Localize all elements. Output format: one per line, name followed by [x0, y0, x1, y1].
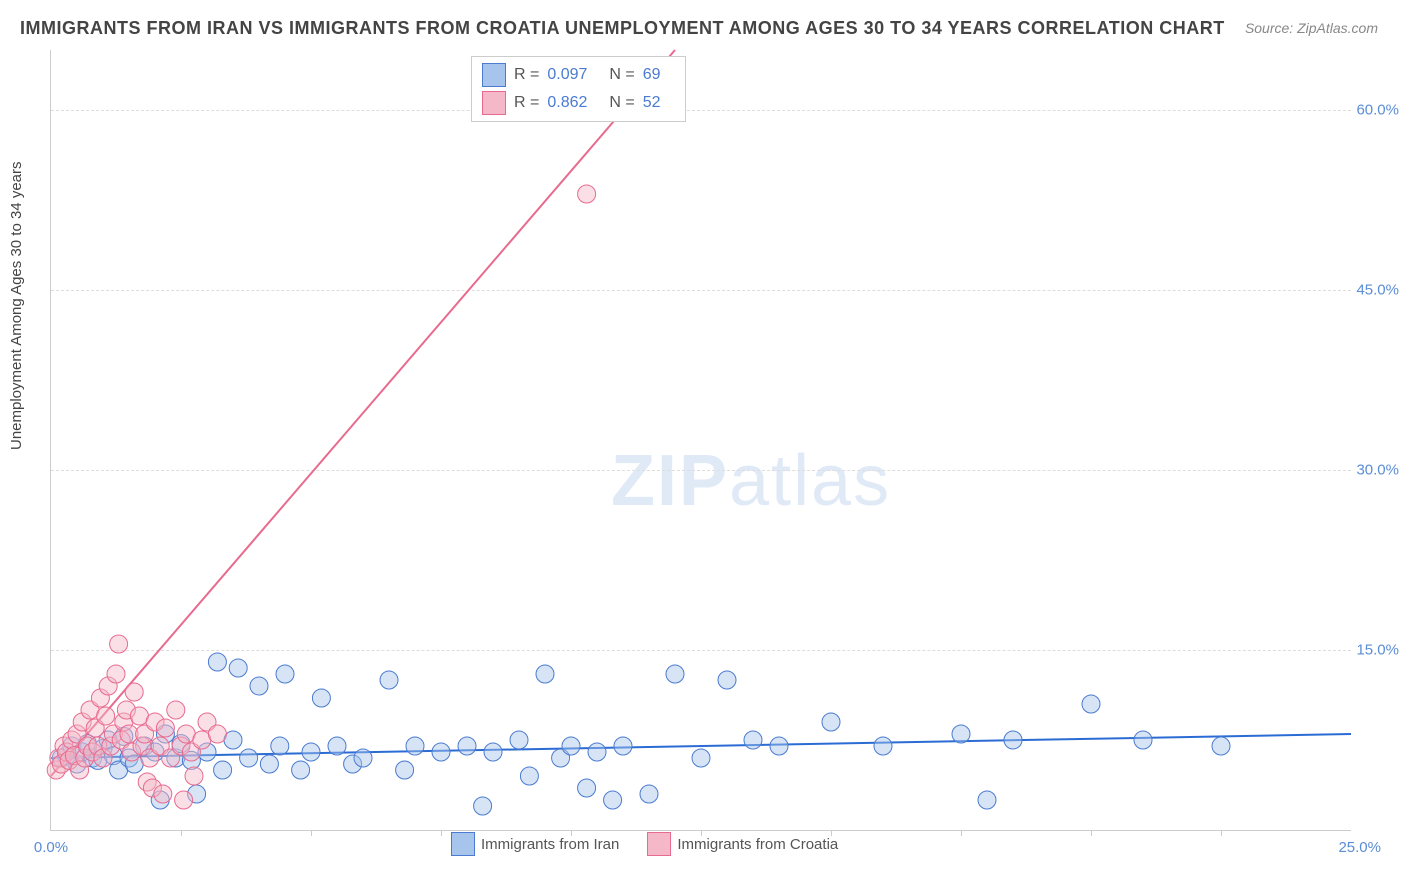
trend-line [51, 50, 675, 776]
xtick [961, 830, 962, 836]
data-point [292, 761, 310, 779]
swatch-croatia [482, 91, 506, 115]
xtick [571, 830, 572, 836]
data-point [822, 713, 840, 731]
data-point [1082, 695, 1100, 713]
data-point [614, 737, 632, 755]
data-point [302, 743, 320, 761]
n-label: N = [609, 94, 634, 112]
swatch-iran-bottom [451, 832, 475, 856]
data-point [167, 701, 185, 719]
data-point [107, 665, 125, 683]
r-value-croatia: 0.862 [547, 94, 587, 112]
data-point [604, 791, 622, 809]
data-point [185, 767, 203, 785]
data-point [640, 785, 658, 803]
data-point [718, 671, 736, 689]
xtick [441, 830, 442, 836]
data-point [250, 677, 268, 695]
data-point [156, 719, 174, 737]
data-point [380, 671, 398, 689]
data-point [588, 743, 606, 761]
data-point [874, 737, 892, 755]
data-point [520, 767, 538, 785]
data-point [208, 653, 226, 671]
data-point [154, 785, 172, 803]
data-point [97, 707, 115, 725]
xtick-label-lo: 0.0% [34, 839, 68, 856]
data-point [666, 665, 684, 683]
data-point [578, 779, 596, 797]
data-point [328, 737, 346, 755]
data-point [578, 185, 596, 203]
data-point [240, 749, 258, 767]
legend-stats-row-iran: R = 0.097 N = 69 [482, 61, 675, 89]
xtick [1091, 830, 1092, 836]
ytick-label: 30.0% [1356, 462, 1399, 479]
data-point [214, 761, 232, 779]
data-point [276, 665, 294, 683]
y-axis-label: Unemployment Among Ages 30 to 34 years [8, 161, 25, 450]
data-point [770, 737, 788, 755]
data-point [406, 737, 424, 755]
data-point [1004, 731, 1022, 749]
n-value-croatia: 52 [643, 94, 661, 112]
swatch-iran [482, 63, 506, 87]
data-point [396, 761, 414, 779]
r-label: R = [514, 66, 539, 84]
n-label: N = [609, 66, 634, 84]
data-point [744, 731, 762, 749]
data-point [1212, 737, 1230, 755]
plot-area: ZIPatlas 15.0%30.0%45.0%60.0% R = 0.097 … [50, 50, 1351, 831]
xtick [311, 830, 312, 836]
data-point [692, 749, 710, 767]
data-point [208, 725, 226, 743]
legend-stats-row-croatia: R = 0.862 N = 52 [482, 89, 675, 117]
data-point [271, 737, 289, 755]
swatch-croatia-bottom [647, 832, 671, 856]
scatter-svg [51, 50, 1351, 830]
source-label: Source: ZipAtlas.com [1245, 20, 1378, 36]
data-point [474, 797, 492, 815]
legend-stats-box: R = 0.097 N = 69 R = 0.862 N = 52 [471, 56, 686, 122]
data-point [110, 635, 128, 653]
data-point [536, 665, 554, 683]
data-point [125, 683, 143, 701]
ytick-label: 15.0% [1356, 642, 1399, 659]
legend-bottom: Immigrants from Iran Immigrants from Cro… [451, 832, 838, 856]
data-point [1134, 731, 1152, 749]
legend-label-croatia: Immigrants from Croatia [677, 836, 838, 853]
data-point [484, 743, 502, 761]
r-label: R = [514, 94, 539, 112]
data-point [978, 791, 996, 809]
data-point [354, 749, 372, 767]
data-point [312, 689, 330, 707]
data-point [229, 659, 247, 677]
data-point [260, 755, 278, 773]
ytick-label: 45.0% [1356, 282, 1399, 299]
data-point [458, 737, 476, 755]
legend-label-iran: Immigrants from Iran [481, 836, 619, 853]
data-point [432, 743, 450, 761]
xtick [181, 830, 182, 836]
legend-item-croatia: Immigrants from Croatia [647, 832, 838, 856]
n-value-iran: 69 [643, 66, 661, 84]
xtick [701, 830, 702, 836]
xtick-label-hi: 25.0% [1338, 839, 1381, 856]
ytick-label: 60.0% [1356, 102, 1399, 119]
r-value-iran: 0.097 [547, 66, 587, 84]
data-point [175, 791, 193, 809]
data-point [510, 731, 528, 749]
xtick [1221, 830, 1222, 836]
data-point [952, 725, 970, 743]
data-point [562, 737, 580, 755]
legend-item-iran: Immigrants from Iran [451, 832, 619, 856]
chart-title: IMMIGRANTS FROM IRAN VS IMMIGRANTS FROM … [20, 18, 1225, 39]
xtick [831, 830, 832, 836]
